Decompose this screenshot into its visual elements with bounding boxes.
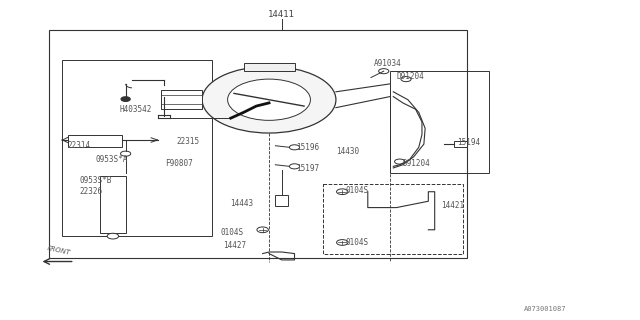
Circle shape — [394, 159, 404, 164]
Text: 15196: 15196 — [296, 143, 319, 152]
Circle shape — [120, 151, 131, 156]
Text: 14443: 14443 — [230, 199, 253, 208]
Bar — [68, 135, 122, 147]
Text: A073001087: A073001087 — [524, 306, 566, 312]
Text: 14430: 14430 — [336, 147, 359, 156]
Circle shape — [337, 240, 348, 245]
Bar — [161, 90, 202, 109]
Circle shape — [202, 67, 336, 133]
Circle shape — [228, 79, 310, 120]
Bar — [390, 71, 489, 173]
Circle shape — [289, 164, 300, 169]
Text: 0104S: 0104S — [346, 186, 369, 195]
Circle shape — [289, 145, 300, 150]
Bar — [49, 30, 467, 258]
Text: D91204: D91204 — [396, 72, 424, 81]
Text: 0953S*A: 0953S*A — [96, 155, 128, 164]
Text: 15197: 15197 — [296, 164, 319, 173]
Circle shape — [121, 97, 130, 101]
Text: 14411: 14411 — [268, 10, 295, 19]
Text: 22314: 22314 — [67, 141, 90, 150]
Text: FRONT: FRONT — [47, 245, 71, 256]
Text: 0953S*B: 0953S*B — [80, 176, 112, 185]
Circle shape — [379, 69, 389, 74]
Circle shape — [337, 189, 348, 195]
Text: 14421: 14421 — [441, 202, 464, 211]
Bar — [244, 63, 294, 71]
Text: 0104S: 0104S — [346, 238, 369, 247]
Text: H403542: H403542 — [119, 105, 152, 114]
Circle shape — [257, 227, 268, 233]
Text: 0104S: 0104S — [220, 228, 244, 236]
Text: 15194: 15194 — [457, 138, 480, 147]
Circle shape — [107, 233, 118, 239]
Text: 14427: 14427 — [223, 241, 246, 250]
Text: F90807: F90807 — [165, 159, 193, 168]
Text: D91204: D91204 — [403, 159, 431, 168]
Text: A91034: A91034 — [374, 59, 402, 68]
Text: 22315: 22315 — [177, 137, 200, 146]
Bar — [323, 184, 463, 253]
Bar — [100, 176, 125, 233]
Bar — [454, 141, 467, 147]
Circle shape — [401, 76, 411, 82]
Text: 22326: 22326 — [80, 187, 103, 196]
Bar — [62, 60, 212, 236]
Bar — [275, 195, 288, 206]
